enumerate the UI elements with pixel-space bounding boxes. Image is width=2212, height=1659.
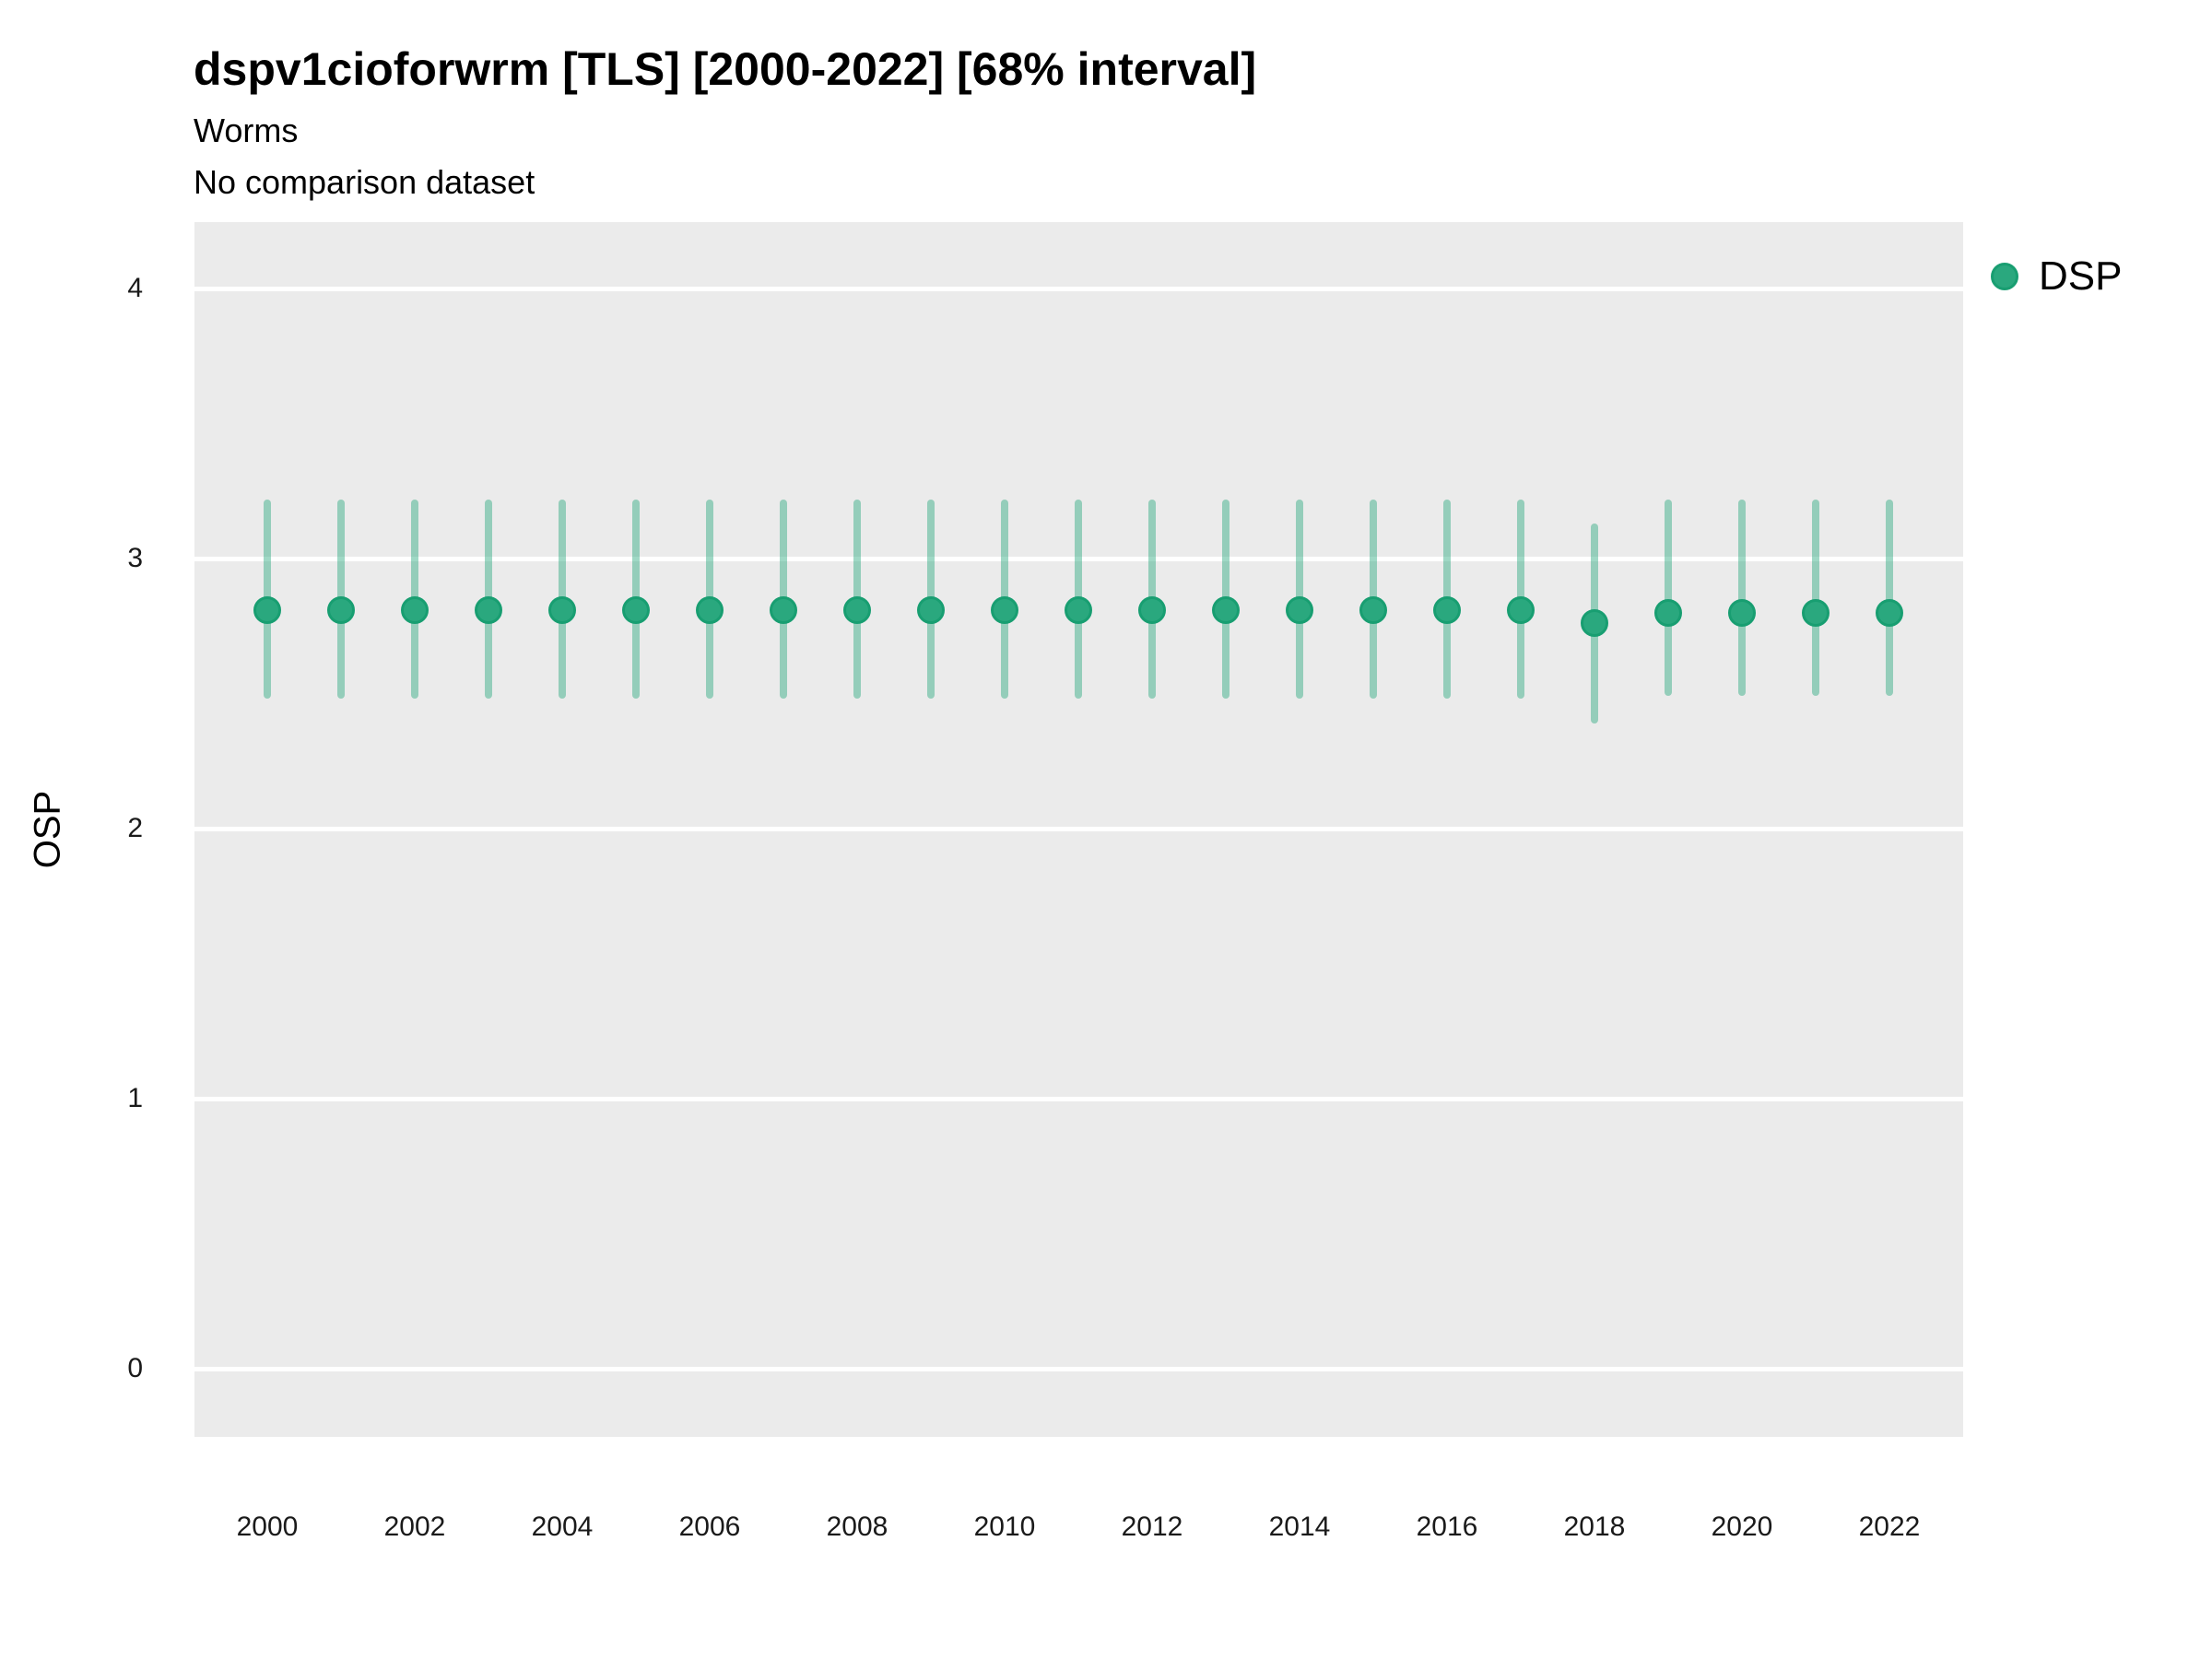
data-point-2014	[1286, 595, 1313, 624]
interval-bar-2022	[1886, 499, 1893, 697]
gridline-y-3	[194, 556, 1963, 561]
legend: DSP	[1991, 249, 2122, 304]
chart-title: dspv1cioforwrm [TLS] [2000-2022] [68% in…	[194, 43, 1257, 95]
gridline-y-1	[194, 1096, 1963, 1101]
data-point-2004	[548, 595, 576, 624]
data-point-2008	[843, 595, 871, 624]
data-point-2002	[401, 595, 429, 624]
gridline-y-4	[194, 286, 1963, 291]
data-point-2000	[253, 595, 281, 624]
data-point-2013	[1212, 595, 1240, 624]
x-tick-label-2016: 2016	[1416, 1512, 1478, 1542]
data-point-2017	[1507, 595, 1535, 624]
x-tick-label-2004: 2004	[531, 1512, 594, 1542]
x-tick-label-2006: 2006	[678, 1512, 741, 1542]
gridline-y-2	[194, 826, 1963, 831]
gridline-y-0	[194, 1366, 1963, 1371]
y-tick-label-3: 3	[127, 543, 143, 573]
data-point-2012	[1138, 595, 1166, 624]
data-point-2005	[622, 595, 650, 624]
y-tick-label-2: 2	[127, 813, 143, 843]
x-tick-label-2020: 2020	[1711, 1512, 1773, 1542]
y-axis-title: OSP	[27, 790, 68, 869]
x-tick-label-2010: 2010	[973, 1512, 1036, 1542]
x-tick-label-2022: 2022	[1858, 1512, 1921, 1542]
y-tick-label-4: 4	[127, 273, 143, 303]
data-point-2018	[1581, 609, 1608, 638]
data-point-2015	[1359, 595, 1387, 624]
chart-caption: No comparison dataset	[194, 163, 535, 201]
x-tick-label-2012: 2012	[1121, 1512, 1183, 1542]
data-point-2016	[1433, 595, 1461, 624]
x-tick-label-2008: 2008	[826, 1512, 888, 1542]
interval-bar-2019	[1665, 499, 1672, 697]
interval-bar-2021	[1812, 499, 1819, 697]
y-tick-label-0: 0	[127, 1353, 143, 1383]
legend-point-icon	[1991, 263, 2018, 290]
data-point-2022	[1876, 598, 1903, 627]
data-point-2007	[770, 595, 797, 624]
legend-label: DSP	[2039, 253, 2123, 299]
x-tick-label-2018: 2018	[1563, 1512, 1626, 1542]
x-tick-label-2002: 2002	[383, 1512, 446, 1542]
data-point-2019	[1654, 598, 1682, 627]
x-tick-label-2014: 2014	[1268, 1512, 1331, 1542]
data-point-2011	[1065, 595, 1092, 624]
data-point-2001	[327, 595, 355, 624]
x-tick-label-2000: 2000	[236, 1512, 299, 1542]
data-point-2006	[696, 595, 724, 624]
data-point-2003	[475, 595, 502, 624]
data-point-2010	[991, 595, 1018, 624]
data-point-2009	[917, 595, 945, 624]
y-tick-label-1: 1	[127, 1083, 143, 1113]
chart-subtitle: Worms	[194, 112, 299, 149]
interval-bar-2020	[1738, 499, 1746, 697]
data-point-2020	[1728, 598, 1756, 627]
data-point-2021	[1802, 598, 1830, 627]
